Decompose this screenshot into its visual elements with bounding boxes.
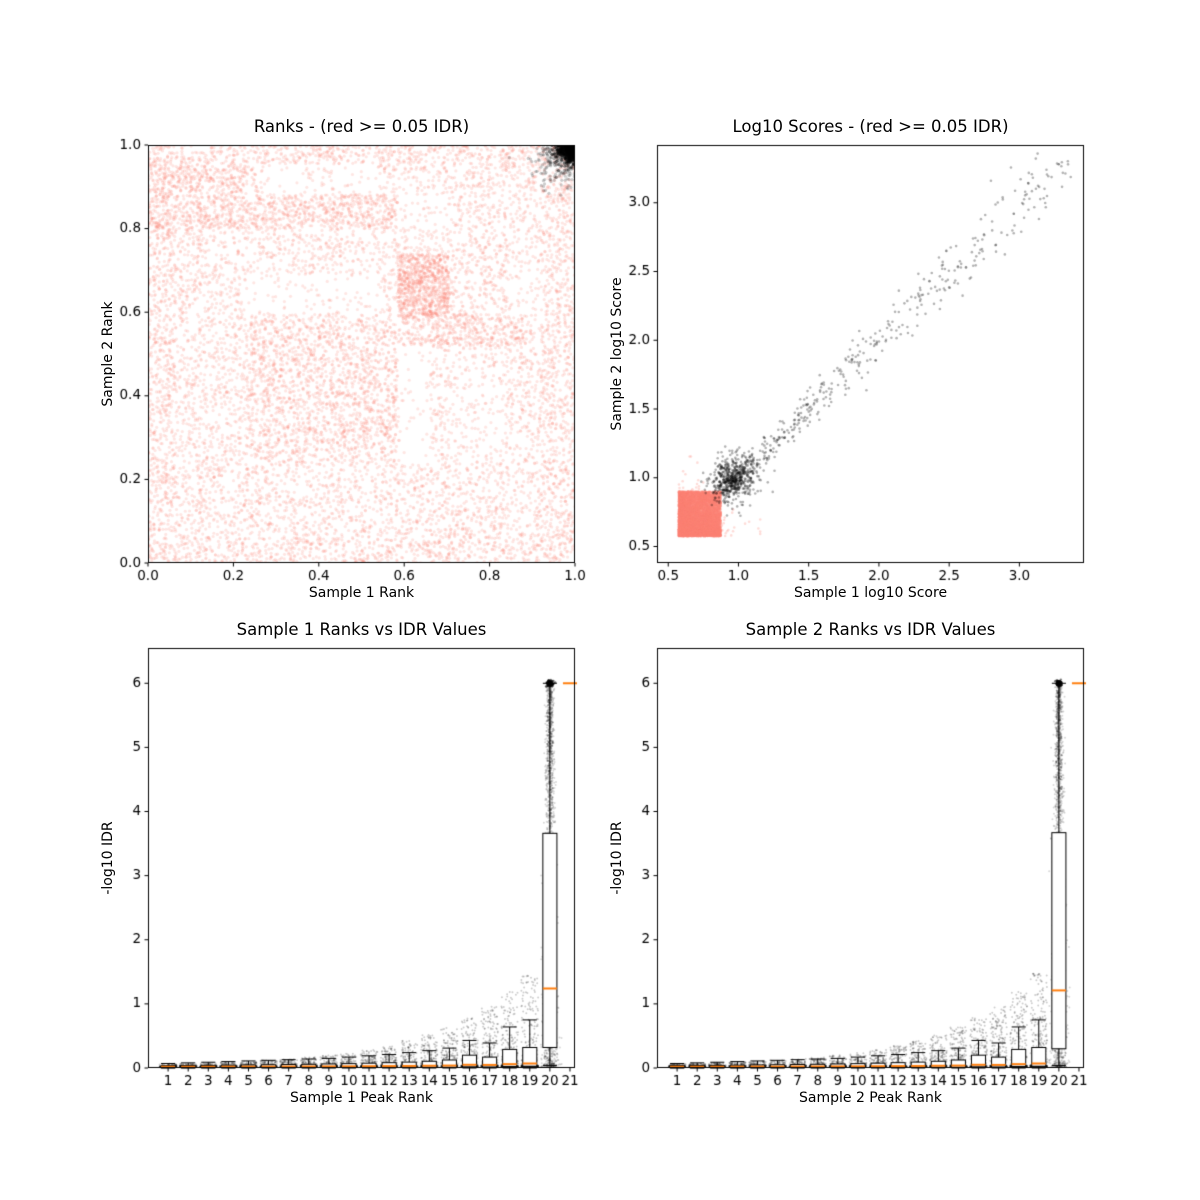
sample1-idr-plot-xlabel: Sample 1 Peak Rank (290, 1090, 433, 1106)
sample2-idr-plot-ylabel: -log10 IDR (603, 648, 631, 1068)
sample1-idr-plot-ylabel: -log10 IDR (94, 648, 122, 1068)
sample1-idr-plot-title: Sample 1 Ranks vs IDR Values (236, 620, 487, 639)
sample2-idr-plot-title: Sample 2 Ranks vs IDR Values (745, 620, 996, 639)
ranks-plot-title: Ranks - (red >= 0.05 IDR) (253, 117, 470, 136)
scores-plot-ylabel: Sample 2 log10 Score (603, 145, 631, 563)
sample1-idr-plot-ylabel-text: -log10 IDR (100, 821, 116, 895)
sample2-idr-plot-xlabel: Sample 2 Peak Rank (799, 1090, 942, 1106)
scores-plot-ylabel-text: Sample 2 log10 Score (609, 277, 625, 431)
ranks-plot-ylabel-text: Sample 2 Rank (100, 301, 116, 407)
sample2-idr-plot-ylabel-text: -log10 IDR (609, 821, 625, 895)
ranks-plot-xlabel: Sample 1 Rank (308, 585, 415, 601)
ranks-plot-ylabel: Sample 2 Rank (94, 145, 122, 563)
scores-plot-xlabel: Sample 1 log10 Score (793, 585, 948, 601)
scores-plot-title: Log10 Scores - (red >= 0.05 IDR) (732, 117, 1009, 136)
